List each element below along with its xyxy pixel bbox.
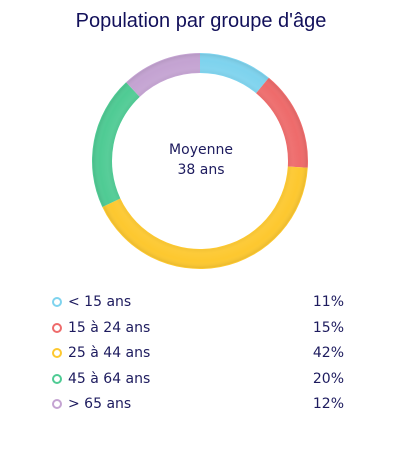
legend-value: 20% xyxy=(312,370,344,387)
legend-marker-icon xyxy=(52,297,62,307)
legend-value: 15% xyxy=(312,319,344,336)
legend-item: 15 à 24 ans 15% xyxy=(52,318,348,344)
legend-label: < 15 ans xyxy=(68,294,132,310)
legend-value: 12% xyxy=(312,396,344,412)
legend-item: 45 à 64 ans 20% xyxy=(52,369,348,395)
legend-marker-icon xyxy=(52,399,62,409)
center-label-title: Moyenne xyxy=(169,142,233,158)
legend-item: < 15 ans 11% xyxy=(52,292,348,318)
legend-marker-icon xyxy=(52,322,62,333)
chart-legend: < 15 ans 11% 15 à 24 ans 15% 25 à 44 ans… xyxy=(52,292,348,420)
legend-label: > 65 ans xyxy=(68,396,132,412)
chart-title: Population par groupe d'âge xyxy=(75,10,327,32)
donut-chart xyxy=(91,53,308,270)
legend-item: > 65 ans 12% xyxy=(52,394,348,420)
legend-label: 15 à 24 ans xyxy=(68,319,151,336)
legend-item: 25 à 44 ans 42% xyxy=(52,343,348,369)
legend-value: 42% xyxy=(312,345,344,361)
legend-value: 11% xyxy=(312,294,344,310)
center-label-value: 38 ans xyxy=(177,162,225,178)
legend-marker-icon xyxy=(52,373,62,384)
legend-marker-icon xyxy=(52,348,62,358)
legend-label: 25 à 44 ans xyxy=(68,345,151,361)
legend-label: 45 à 64 ans xyxy=(68,370,151,387)
donut-shading xyxy=(93,54,307,268)
